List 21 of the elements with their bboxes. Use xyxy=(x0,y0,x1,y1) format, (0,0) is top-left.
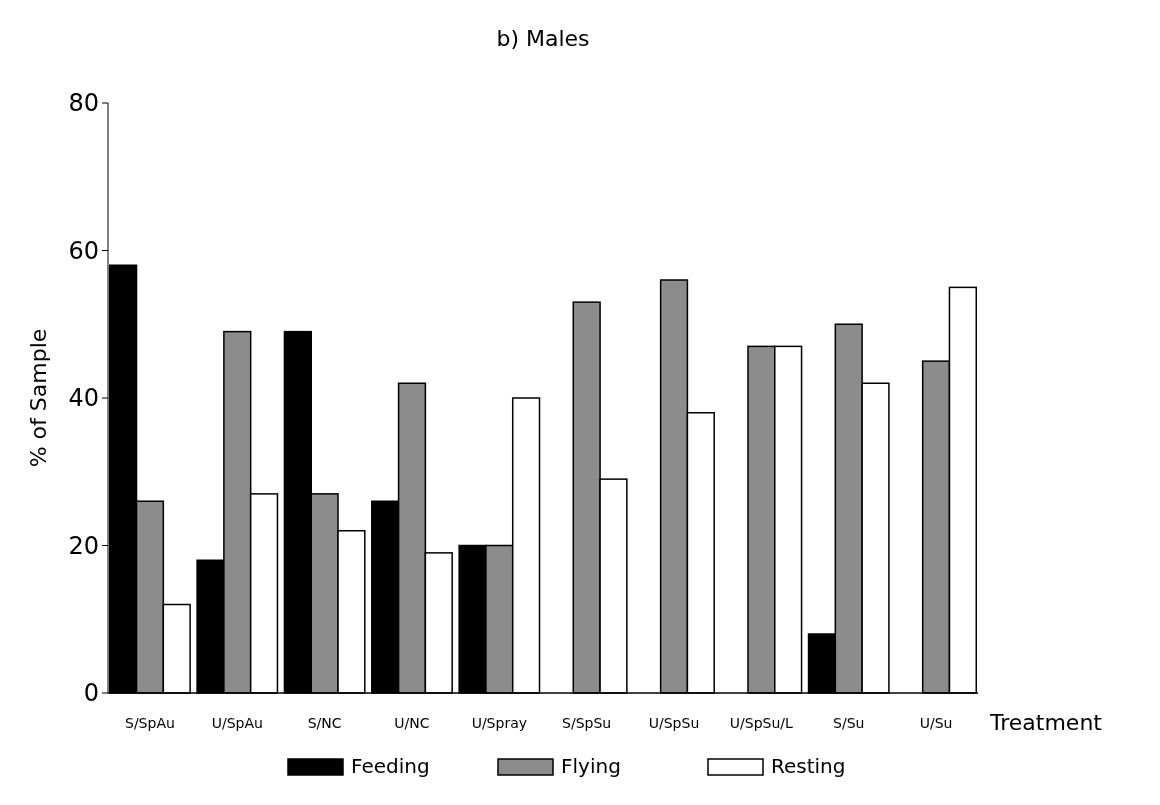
x-tick-label: S/SpSu xyxy=(562,715,612,731)
chart-title: b) Males xyxy=(496,26,590,51)
y-tick-label: 0 xyxy=(83,679,99,708)
y-tick-label: 80 xyxy=(68,89,99,118)
x-tick-label: U/NC xyxy=(394,715,430,731)
x-tick-label: U/SpAu xyxy=(211,715,263,731)
x-tick-label: U/SpSu/L xyxy=(729,715,794,731)
x-tick-label: U/SpSu xyxy=(648,715,700,731)
legend-label: Resting xyxy=(771,754,846,778)
x-tick-label: S/Su xyxy=(833,715,865,731)
x-tick-label: S/SpAu xyxy=(125,715,175,731)
legend-label: Feeding xyxy=(351,754,430,778)
x-tick-label: U/Su xyxy=(919,715,953,731)
y-tick-label: 20 xyxy=(68,531,99,560)
x-tick-label: S/NC xyxy=(307,715,342,731)
y-tick-label: 40 xyxy=(68,384,99,413)
x-tick-label: U/Spray xyxy=(471,715,527,731)
y-axis-title: % of Sample xyxy=(26,328,51,468)
x-axis-title: Treatment xyxy=(989,710,1103,735)
y-tick-label: 60 xyxy=(68,236,99,265)
legend-label: Flying xyxy=(561,754,621,778)
